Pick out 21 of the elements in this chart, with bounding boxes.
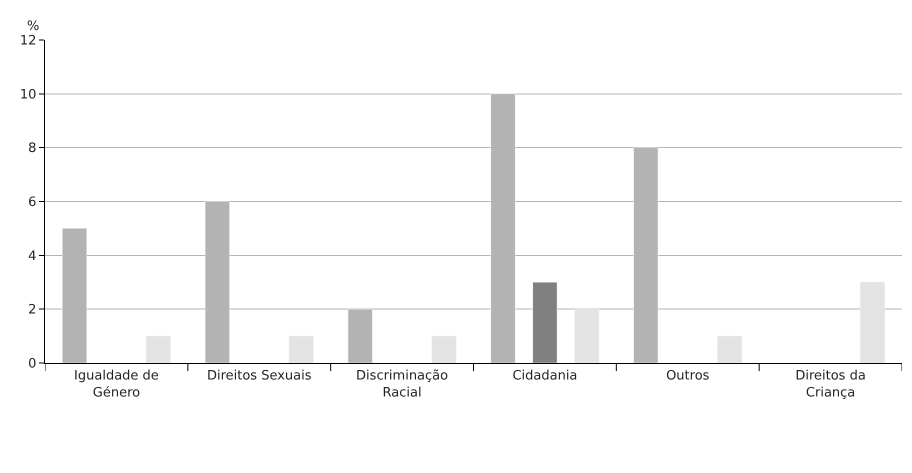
y-tick-label: 2 xyxy=(28,302,36,318)
y-tick-label: 4 xyxy=(28,248,36,264)
bar xyxy=(432,336,456,363)
bar xyxy=(574,308,600,363)
bar xyxy=(860,282,885,363)
y-tick-label: 12 xyxy=(20,34,36,49)
y-tick-label: 6 xyxy=(28,195,36,210)
y-axis-title: % xyxy=(27,19,40,34)
x-tick-label: Discriminação Racial xyxy=(356,368,448,400)
x-tick-label: Direitos Sexuais xyxy=(206,368,312,384)
bar xyxy=(288,336,314,363)
x-tick-label: Direitos da Criança xyxy=(795,368,866,400)
y-tick-label: 10 xyxy=(20,87,36,102)
bar xyxy=(146,336,171,363)
x-tick-label: Cidadania xyxy=(512,368,578,384)
x-tick-label: Outros xyxy=(666,368,710,384)
x-tick-label: Igualdade de Género xyxy=(74,368,159,400)
bar xyxy=(532,282,558,363)
bar xyxy=(717,336,742,363)
y-tick-label: 0 xyxy=(28,356,36,372)
y-tick-label: 8 xyxy=(28,141,36,156)
